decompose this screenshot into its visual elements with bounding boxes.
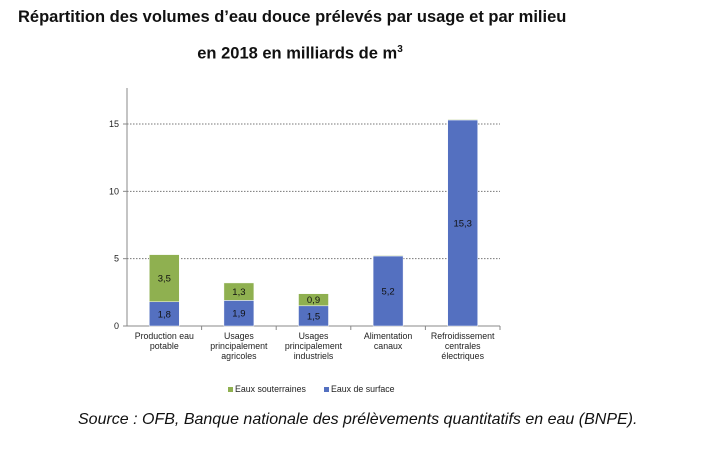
x-tick-label: Alimentation <box>364 331 413 341</box>
data-label: 1,8 <box>158 309 171 320</box>
x-tick-label: industriels <box>294 351 334 361</box>
data-label: 1,3 <box>232 287 245 298</box>
x-tick-label: canaux <box>374 341 403 351</box>
chart-title-line2: en 2018 en milliards de m3 <box>0 44 600 64</box>
y-tick-label: 10 <box>109 186 119 196</box>
title-superscript: 3 <box>397 44 403 55</box>
title-text: en 2018 en milliards de m <box>197 44 398 63</box>
bar-eaux-de-surface <box>149 301 180 327</box>
x-tick-label: potable <box>150 341 179 351</box>
data-label: 1,9 <box>232 309 245 320</box>
bar-eaux-souterraines <box>223 282 255 301</box>
bar-eaux-souterraines <box>149 254 180 303</box>
y-tick-label: 5 <box>114 254 119 264</box>
bar-eaux-souterraines <box>298 293 329 307</box>
source-note: Source : OFB, Banque nationale des prélè… <box>78 411 638 428</box>
legend-label: Eaux souterraines <box>235 384 307 394</box>
x-tick-label: électriques <box>441 351 484 361</box>
bar-eaux-de-surface <box>223 300 255 327</box>
data-label: 15,3 <box>453 218 472 229</box>
bar-eaux-de-surface <box>447 119 478 327</box>
chart-title-line1: Répartition des volumes d’eau douce prél… <box>18 8 567 26</box>
bar-eaux-de-surface <box>372 255 404 327</box>
x-tick-label: Usages <box>224 331 254 341</box>
data-label: 0,9 <box>307 295 320 306</box>
x-tick-label: agricoles <box>221 351 257 361</box>
x-tick-label: Refroidissement <box>431 331 495 341</box>
legend-label: Eaux de surface <box>331 384 395 394</box>
data-label: 3,5 <box>158 274 171 285</box>
legend-swatch <box>324 387 329 392</box>
bar-eaux-souterraines <box>372 255 404 257</box>
legend-swatch <box>228 387 233 392</box>
y-tick-label: 15 <box>109 119 119 129</box>
x-tick-label: Production eau <box>135 331 194 341</box>
x-tick-label: Usages <box>299 331 329 341</box>
data-label: 5,2 <box>381 286 394 297</box>
x-tick-label: principalement <box>210 341 268 351</box>
x-tick-label: principalement <box>285 341 343 351</box>
data-label: 1,5 <box>307 311 320 322</box>
x-tick-label: centrales <box>445 341 481 351</box>
y-tick-label: 0 <box>114 321 119 331</box>
bar-eaux-souterraines <box>447 119 478 121</box>
